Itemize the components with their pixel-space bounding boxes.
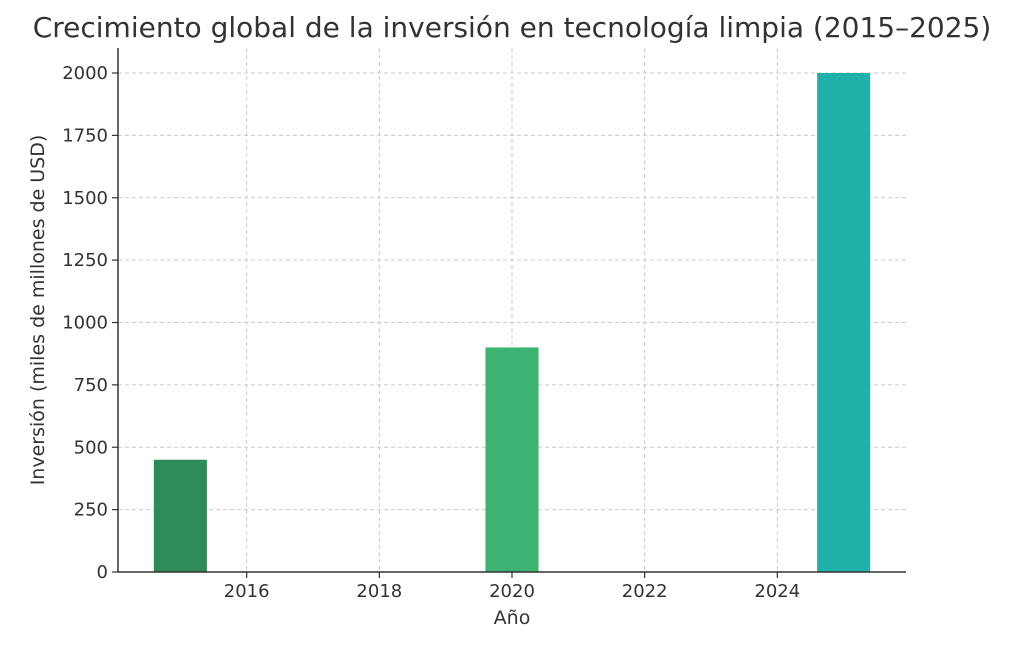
y-tick-label: 1500 [62, 188, 108, 209]
y-tick-label: 1000 [62, 313, 108, 334]
y-tick-label: 500 [74, 437, 108, 458]
x-tick-label: 2022 [622, 581, 668, 602]
y-tick-label: 2000 [62, 63, 108, 84]
bar-2025 [817, 73, 871, 572]
x-tick-label: 2024 [754, 581, 800, 602]
y-tick-label: 1750 [62, 125, 108, 146]
x-tick-label: 2018 [356, 581, 402, 602]
y-tick-label: 0 [97, 562, 108, 583]
y-axis-label: Inversión (miles de millones de USD) [27, 135, 49, 486]
ticks: 0 250 500 750 1000 1250 1500 1750 2000 2016 2018 20… [62, 63, 800, 602]
y-tick-label: 750 [74, 375, 108, 396]
x-axis-label: Año [494, 607, 531, 629]
x-tick-label: 2016 [224, 581, 270, 602]
bar-2015 [153, 459, 207, 572]
y-tick-label: 1250 [62, 250, 108, 271]
x-tick-label: 2020 [489, 581, 535, 602]
y-tick-label: 250 [74, 500, 108, 521]
bars [153, 73, 871, 572]
bar-2020 [485, 347, 539, 572]
chart-title: Crecimiento global de la inversión en te… [33, 11, 992, 44]
